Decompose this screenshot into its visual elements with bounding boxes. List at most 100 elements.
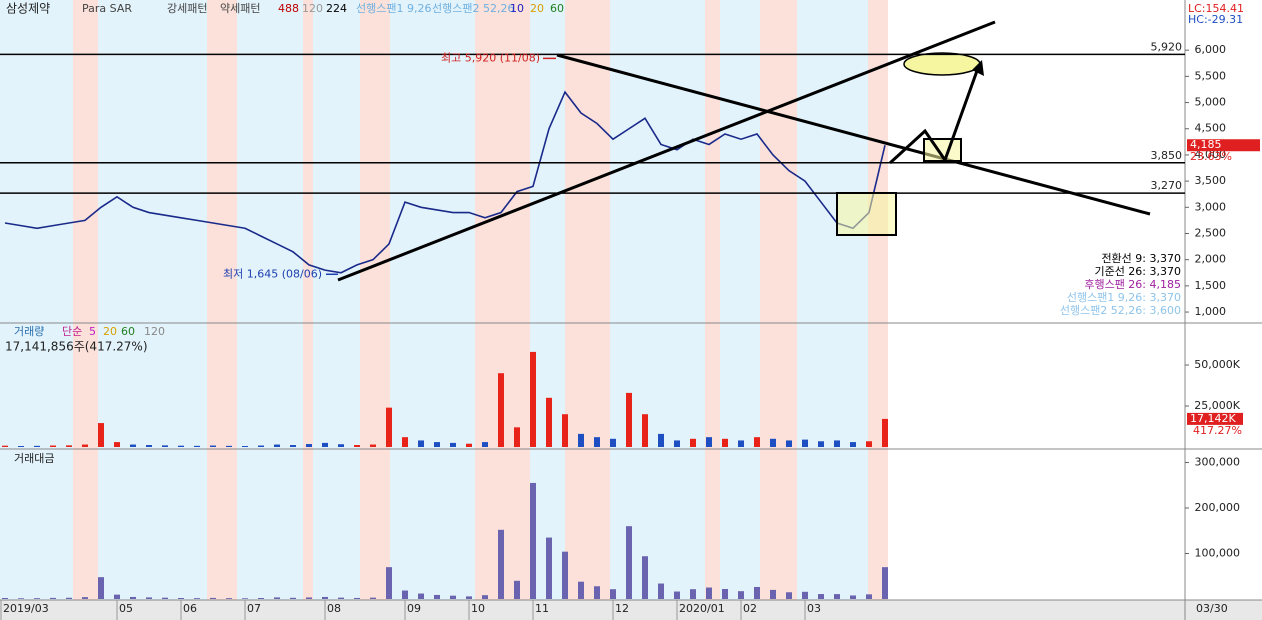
bar [386, 407, 392, 447]
bar [130, 444, 136, 447]
bar [162, 597, 168, 599]
y-tick-label: 4,500 [1195, 122, 1227, 135]
panel-subtitle: 17,141,856주(417.27%) [5, 340, 148, 354]
bar [66, 445, 72, 447]
high-annotation: 최고 5,920 (11/08) [441, 51, 540, 64]
bar [690, 438, 696, 447]
y-tick-label: 5,500 [1195, 69, 1227, 82]
bar [498, 529, 504, 599]
shade-band [565, 0, 610, 600]
horizontal-line-label: 3,850 [1151, 149, 1183, 162]
bar [466, 596, 472, 599]
bar [754, 586, 760, 599]
bar [18, 598, 24, 599]
bar [146, 597, 152, 599]
trend-line [556, 53, 1151, 216]
bar [642, 414, 648, 447]
trend-line [337, 20, 996, 282]
stock-name[interactable]: 삼성제약 [6, 1, 50, 16]
bar [418, 593, 424, 599]
y-tick-label: 2,500 [1195, 226, 1227, 239]
panel-title: 거래대금 [14, 452, 54, 465]
bar [210, 445, 216, 447]
bar [802, 439, 808, 447]
bar [434, 594, 440, 599]
shade-band [475, 0, 530, 600]
y-tick-label: 5,000 [1195, 96, 1227, 109]
legend-item: 선행스팬1 9,26 [356, 2, 431, 15]
price-tag [1187, 139, 1260, 152]
y-tick-label: 6,000 [1195, 43, 1227, 56]
shade-band [797, 0, 868, 600]
bar [290, 597, 296, 599]
bar [434, 442, 440, 447]
bar [738, 591, 744, 599]
bar [418, 440, 424, 447]
bar [786, 592, 792, 599]
bar [706, 587, 712, 599]
indicator-value: 선행스팬2 52,26: 3,600 [1060, 304, 1181, 317]
bar [242, 446, 248, 447]
legend-item: 120 [144, 325, 165, 338]
x-tick-label: 02 [743, 602, 757, 615]
bar [370, 444, 376, 447]
legend-item: 강세패턴 [167, 2, 207, 15]
bar [834, 440, 840, 447]
bar [770, 589, 776, 599]
bar [274, 444, 280, 447]
last-date: 03/30 [1196, 602, 1228, 615]
bar [482, 595, 488, 599]
bar [450, 442, 456, 447]
bar [578, 433, 584, 447]
shade-band [720, 0, 760, 600]
indicator-value: 기준선 26: 3,370 [1094, 265, 1181, 278]
bar [402, 590, 408, 599]
x-tick-label: 09 [407, 602, 421, 615]
bar [450, 595, 456, 599]
legend-item: 20 [103, 325, 117, 338]
bar [18, 446, 24, 447]
bar [82, 597, 88, 599]
legend-item: 488 [278, 2, 299, 15]
shade-band [0, 0, 73, 600]
x-tick-label: 05 [119, 602, 133, 615]
bar [130, 596, 136, 599]
bar [674, 591, 680, 599]
y-tick-label: 200,000 [1195, 501, 1241, 514]
indicator-value: 전환선 9: 3,370 [1101, 252, 1181, 265]
bar [530, 482, 536, 599]
path-arrow [888, 67, 980, 165]
bar [354, 445, 360, 447]
x-tick-label: 11 [535, 602, 549, 615]
low-annotation: 최저 1,645 (08/06) [223, 267, 322, 280]
bar [82, 444, 88, 447]
panel-title: 거래량 [14, 325, 44, 338]
bar [290, 445, 296, 447]
bar [322, 442, 328, 447]
legend-item: 120 [302, 2, 323, 15]
legend-item: 10 [510, 2, 524, 15]
bar [258, 597, 264, 599]
legend-item: 60 [550, 2, 564, 15]
bar [562, 414, 568, 447]
x-tick-label: 2020/01 [679, 602, 725, 615]
bar [242, 598, 248, 599]
bar [162, 445, 168, 447]
shade-band [237, 0, 303, 600]
y-tick-label: 300,000 [1195, 455, 1241, 468]
shade-band [705, 0, 720, 600]
bar [34, 445, 40, 447]
bar [658, 433, 664, 447]
x-tick-label: 03 [807, 602, 821, 615]
target-ellipse [903, 52, 981, 76]
bar [306, 597, 312, 599]
shade-band [868, 0, 888, 600]
hc-value: HC:-29.31 [1188, 13, 1243, 26]
bar [338, 597, 344, 599]
bar [2, 597, 8, 599]
bar [562, 551, 568, 599]
bar [514, 427, 520, 447]
y-tick-label: 3,000 [1195, 200, 1227, 213]
bar [706, 437, 712, 447]
volume-tag [1187, 412, 1243, 425]
